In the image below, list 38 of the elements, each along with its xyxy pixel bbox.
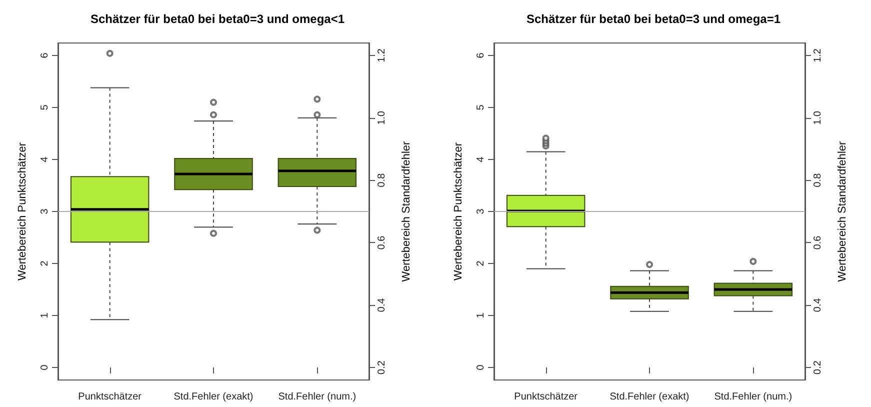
y-tick-label: 3 (40, 208, 50, 214)
y2-axis-title: Wertebereich Standardfehler (836, 140, 848, 282)
y2-tick-label: 1.2 (812, 48, 824, 62)
y-tick-label: 5 (40, 104, 50, 110)
y2-tick-label: 0.2 (376, 360, 388, 374)
y2-tick-label: 0.4 (376, 298, 388, 312)
x-tick-label: Std.Fehler (exakt) (174, 392, 254, 402)
y-tick-label: 2 (476, 260, 486, 266)
y-tick-label: 6 (476, 52, 486, 58)
x-tick-label: Punktschätzer (514, 392, 578, 402)
y-tick-label: 3 (476, 208, 486, 214)
y-tick-label: 4 (40, 156, 50, 162)
y-tick-label: 6 (40, 52, 50, 58)
chart-title: Schätzer für beta0 bei beta0=3 und omega=1 (526, 12, 781, 26)
y-tick-label: 1 (476, 312, 486, 318)
x-tick-label: Std.Fehler (num.) (278, 392, 356, 402)
y-axis-title: Wertebereich Punktschätzer (452, 142, 464, 280)
y2-tick-label: 1.0 (812, 110, 824, 125)
y2-tick-label: 0.8 (376, 172, 388, 188)
x-tick-label: Std.Fehler (exakt) (610, 392, 690, 402)
y2-tick-label: 1.0 (376, 110, 388, 125)
y-tick-label: 0 (40, 364, 50, 370)
x-tick-label: Std.Fehler (num.) (714, 392, 792, 402)
y-tick-label: 4 (476, 156, 486, 162)
y-tick-label: 0 (476, 364, 486, 370)
chart-title: Schätzer für beta0 bei beta0=3 und omega<1 (90, 12, 345, 26)
y-tick-label: 5 (476, 104, 486, 110)
x-tick-label: Punktschätzer (78, 392, 142, 402)
y2-tick-label: 0.6 (812, 235, 824, 250)
y2-tick-label: 0.4 (812, 298, 824, 312)
y-axis-title: Wertebereich Punktschätzer (16, 142, 28, 280)
y2-tick-label: 0.2 (812, 360, 824, 374)
y2-tick-label: 0.8 (812, 172, 824, 188)
y2-axis-title: Wertebereich Standardfehler (400, 140, 412, 282)
y2-tick-label: 0.6 (376, 235, 388, 250)
y-tick-label: 1 (40, 312, 50, 318)
y2-tick-label: 1.2 (376, 48, 388, 62)
y-tick-label: 2 (40, 260, 50, 266)
